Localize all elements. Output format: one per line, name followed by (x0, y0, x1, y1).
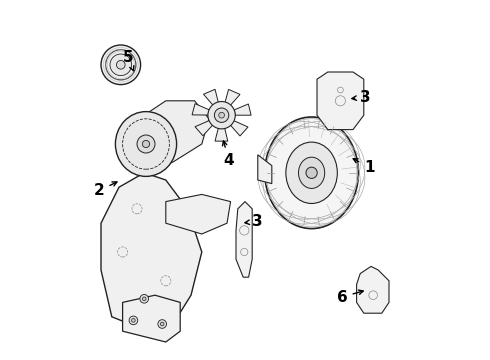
Polygon shape (234, 104, 251, 115)
Circle shape (306, 167, 317, 179)
Text: 3: 3 (245, 214, 263, 229)
Polygon shape (195, 121, 213, 136)
Ellipse shape (265, 117, 358, 229)
Ellipse shape (101, 45, 141, 85)
Polygon shape (130, 101, 209, 173)
Text: 2: 2 (94, 182, 117, 198)
Ellipse shape (298, 157, 325, 188)
Polygon shape (317, 72, 364, 130)
Polygon shape (225, 89, 240, 105)
Polygon shape (236, 202, 252, 277)
Circle shape (208, 102, 235, 129)
Text: 4: 4 (222, 141, 234, 168)
Polygon shape (203, 89, 219, 105)
Text: 6: 6 (337, 289, 363, 305)
Ellipse shape (286, 142, 337, 203)
Circle shape (215, 108, 229, 122)
Polygon shape (215, 127, 228, 141)
Circle shape (143, 140, 149, 148)
Circle shape (158, 320, 167, 328)
Circle shape (137, 135, 155, 153)
Circle shape (117, 60, 125, 69)
Circle shape (143, 297, 146, 301)
Circle shape (160, 322, 164, 326)
Text: 3: 3 (352, 90, 371, 105)
Polygon shape (192, 104, 209, 115)
Polygon shape (357, 266, 389, 313)
Ellipse shape (116, 112, 176, 176)
Circle shape (140, 294, 148, 303)
Circle shape (129, 316, 138, 325)
Ellipse shape (110, 54, 132, 76)
Polygon shape (230, 121, 248, 136)
Polygon shape (258, 155, 272, 184)
Polygon shape (101, 173, 202, 331)
Text: 1: 1 (353, 159, 374, 175)
Text: 5: 5 (122, 50, 134, 71)
Polygon shape (166, 194, 231, 234)
Polygon shape (122, 295, 180, 342)
Circle shape (219, 112, 224, 118)
Circle shape (132, 319, 135, 322)
